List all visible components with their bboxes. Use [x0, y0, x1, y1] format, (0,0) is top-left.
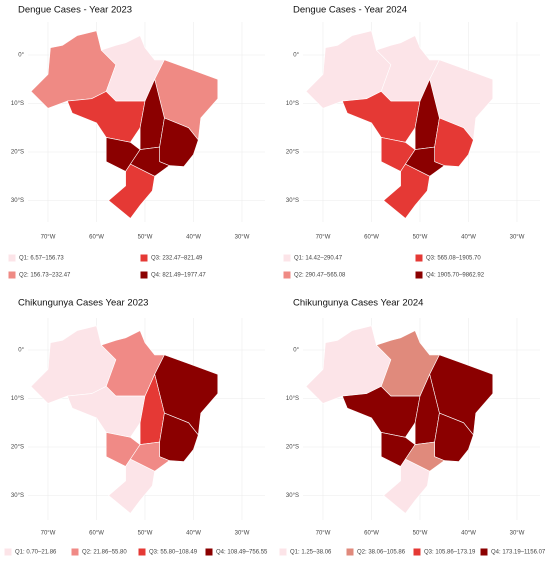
- lon-label: 30°W: [235, 235, 250, 241]
- state-region: [108, 163, 156, 219]
- legend-label: Q4: 173.19–1156.07: [491, 550, 546, 556]
- lat-label: 10°S: [286, 396, 299, 402]
- state-region: [108, 458, 156, 514]
- lon-label: 40°W: [186, 531, 201, 537]
- legend-swatch: [3, 547, 13, 557]
- lon-label: 70°W: [41, 531, 56, 537]
- legend-label: Q1: 14.42–290.47: [294, 256, 343, 262]
- lon-label: 30°W: [510, 235, 525, 241]
- lat-label: 30°S: [11, 198, 24, 204]
- legend-swatch: [139, 270, 149, 280]
- lat-label: 10°S: [11, 396, 24, 402]
- legend-swatch: [137, 547, 147, 557]
- lon-label: 60°W: [89, 235, 104, 241]
- legend-swatch: [345, 547, 355, 557]
- lat-label: 10°S: [11, 101, 24, 107]
- legend-label: Q1: 1.25–38.06: [290, 550, 332, 556]
- map-panel: Chikungunya Cases Year 2024 70°W 60°W 50°W 4…: [278, 298, 546, 557]
- legend-swatch: [278, 547, 288, 557]
- legend-label: Q3: 232.47–821.49: [151, 256, 203, 262]
- lat-label: 0°: [293, 53, 299, 59]
- legend-label: Q4: 821.49–1977.47: [151, 273, 206, 279]
- map-panel: Chikungunya Cases Year 2023 70°W 60°W 50°W 4…: [3, 298, 268, 557]
- legend-swatch: [204, 547, 214, 557]
- legend-swatch: [139, 253, 149, 263]
- legend-swatch: [7, 253, 17, 263]
- legend-label: Q2: 156.73–232.47: [19, 273, 71, 279]
- lon-label: 60°W: [364, 235, 379, 241]
- state-region: [383, 458, 431, 514]
- lat-label: 20°S: [11, 445, 24, 451]
- legend-label: Q4: 1905.70–9862.92: [426, 273, 485, 279]
- legend-swatch: [70, 547, 80, 557]
- panel-title: Dengue Cases - Year 2024: [293, 5, 407, 16]
- lon-label: 70°W: [316, 235, 331, 241]
- legend-swatch: [282, 253, 292, 263]
- lon-label: 40°W: [461, 531, 476, 537]
- lon-label: 70°W: [316, 531, 331, 537]
- lat-label: 20°S: [286, 445, 299, 451]
- panel-title: Chikungunya Cases Year 2023: [18, 298, 148, 309]
- panel-title: Chikungunya Cases Year 2024: [293, 298, 423, 309]
- legend-label: Q1: 0.70–21.86: [15, 550, 57, 556]
- legend-label: Q1: 6.57–156.73: [19, 256, 64, 262]
- lon-label: 40°W: [461, 235, 476, 241]
- legend-label: Q3: 565.08–1905.70: [426, 256, 481, 262]
- lon-label: 50°W: [413, 235, 428, 241]
- legend-label: Q2: 38.06–105.86: [357, 550, 406, 556]
- lon-label: 60°W: [89, 531, 104, 537]
- legend-label: Q3: 55.80–108.49: [149, 550, 198, 556]
- legend-swatch: [414, 253, 424, 263]
- lat-label: 0°: [18, 348, 24, 354]
- lon-label: 50°W: [413, 531, 428, 537]
- legend-label: Q2: 290.47–565.08: [294, 273, 346, 279]
- lon-label: 60°W: [364, 531, 379, 537]
- state-region: [383, 163, 431, 219]
- map-panel: Dengue Cases - Year 2024 70°W 60°W 50°W 40°W…: [282, 5, 540, 280]
- lat-label: 20°S: [286, 150, 299, 156]
- lon-label: 50°W: [138, 235, 153, 241]
- lat-label: 10°S: [286, 101, 299, 107]
- legend-swatch: [414, 270, 424, 280]
- lat-label: 30°S: [11, 493, 24, 499]
- lat-label: 20°S: [11, 150, 24, 156]
- lon-label: 30°W: [510, 531, 525, 537]
- legend-swatch: [479, 547, 489, 557]
- lon-label: 50°W: [138, 531, 153, 537]
- lon-label: 40°W: [186, 235, 201, 241]
- legend-label: Q2: 21.86–55.80: [82, 550, 127, 556]
- lat-label: 0°: [293, 348, 299, 354]
- legend-swatch: [282, 270, 292, 280]
- legend-label: Q4: 108.49–756.55: [216, 550, 268, 556]
- lon-label: 30°W: [235, 531, 250, 537]
- map-panel: Dengue Cases - Year 2023 70°W 60°W 50°W 40°W…: [7, 5, 265, 280]
- panel-title: Dengue Cases - Year 2023: [18, 5, 132, 16]
- lat-label: 30°S: [286, 493, 299, 499]
- legend-swatch: [7, 270, 17, 280]
- lon-label: 70°W: [41, 235, 56, 241]
- legend-swatch: [412, 547, 422, 557]
- lat-label: 30°S: [286, 198, 299, 204]
- lat-label: 0°: [18, 53, 24, 59]
- legend-label: Q3: 105.86–173.19: [424, 550, 476, 556]
